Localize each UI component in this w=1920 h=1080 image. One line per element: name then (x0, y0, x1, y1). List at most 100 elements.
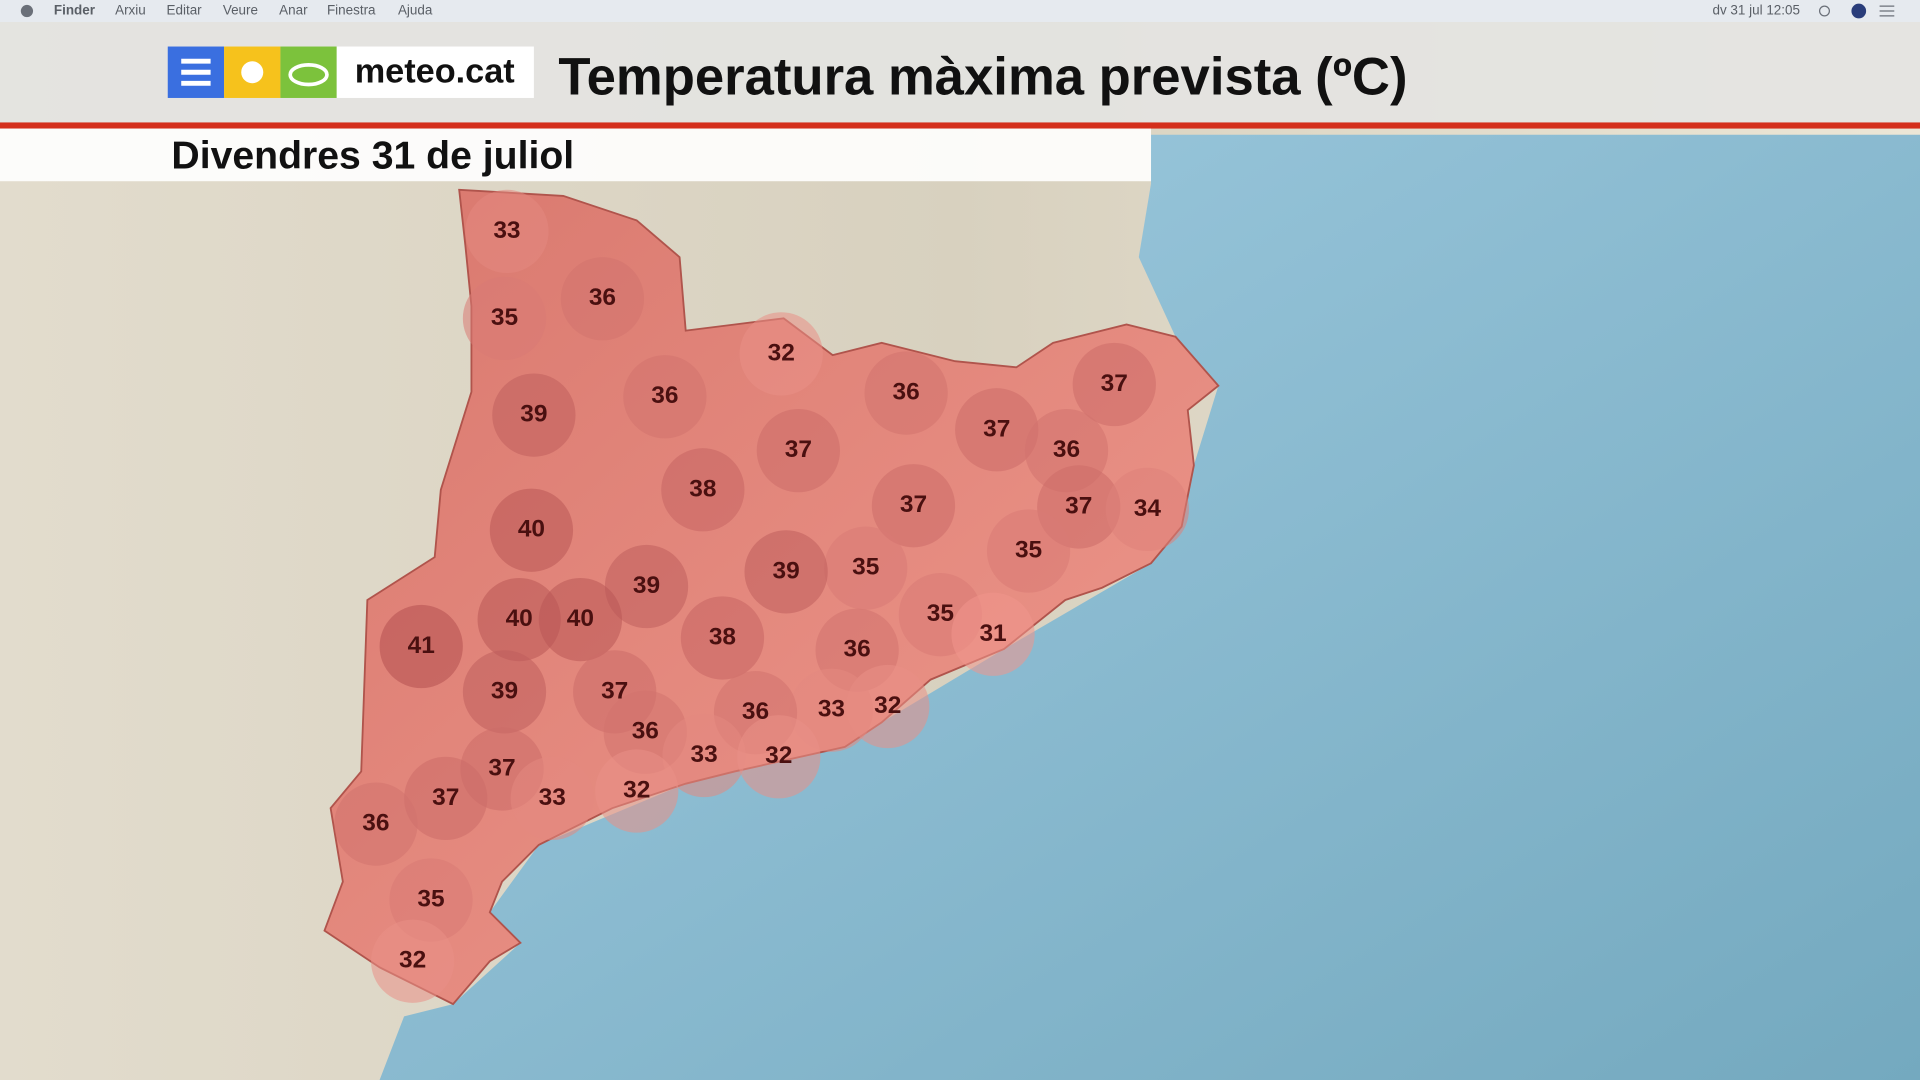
region-shade (462, 276, 547, 360)
temperature-label: 37 (983, 415, 1010, 442)
region-shade (595, 749, 679, 833)
temperature-label: 32 (874, 692, 901, 719)
temperature-label: 38 (689, 475, 716, 502)
menu-clock[interactable]: dv 31 jul 12:05 (1712, 3, 1800, 18)
region-shade (492, 373, 576, 457)
region-shade (560, 257, 645, 341)
logo-cloud (288, 63, 329, 87)
region-shade (864, 351, 948, 435)
temperature-label: 39 (773, 557, 800, 584)
temperature-label: 39 (491, 677, 518, 704)
temperature-label: 37 (785, 436, 812, 463)
region-shade (489, 488, 574, 572)
region-shade (871, 464, 956, 548)
temperature-label: 40 (567, 605, 594, 632)
temperature-label: 37 (432, 784, 459, 811)
siri-icon[interactable] (1851, 3, 1867, 19)
temperature-label: 33 (690, 741, 717, 768)
region-shade (824, 526, 908, 610)
region-shade (986, 509, 1071, 593)
temperature-label: 39 (520, 401, 547, 428)
temperature-label: 37 (900, 491, 927, 518)
region-shade (756, 408, 840, 493)
menu-item[interactable]: Veure (223, 3, 258, 18)
region-shade (1105, 467, 1189, 552)
temperature-label: 35 (417, 885, 444, 912)
region-shade (371, 919, 455, 1003)
search-icon[interactable] (1818, 5, 1831, 17)
region-shade (662, 713, 746, 798)
temperature-label: 33 (539, 784, 566, 811)
apple-icon[interactable] (20, 4, 34, 18)
region-shade (951, 592, 1035, 676)
temperature-label: 36 (651, 382, 678, 409)
temperature-label: 35 (852, 554, 879, 581)
temperature-label: 33 (818, 696, 845, 723)
temperature-label: 36 (1053, 436, 1080, 463)
region-shade (955, 388, 1039, 472)
temperature-label: 36 (362, 810, 389, 837)
temperature-label: 37 (488, 754, 515, 781)
temperature-label: 35 (491, 304, 518, 331)
temperature-label: 32 (623, 776, 650, 803)
temperature-label: 40 (506, 605, 533, 632)
title: Temperatura màxima prevista (ºC) (558, 48, 1407, 107)
logo-lines (181, 58, 211, 86)
temperature-label: 35 (927, 600, 954, 627)
region-shade (680, 596, 765, 680)
temperature-label: 36 (742, 698, 769, 725)
region-shade (744, 530, 828, 614)
region-shade (477, 577, 561, 662)
region-shade (538, 577, 623, 662)
temperature-label: 36 (844, 636, 871, 663)
menu-item[interactable]: Arxiu (115, 3, 146, 18)
temperature-label: 37 (1101, 370, 1128, 397)
temperature-label: 31 (979, 620, 1006, 647)
region-shade (739, 312, 823, 396)
menu-item[interactable]: Ajuda (398, 3, 433, 18)
region-shade (334, 782, 418, 866)
region-shade (404, 756, 488, 840)
region-shade (510, 756, 594, 840)
region-shade (737, 715, 821, 799)
temperature-label: 41 (408, 632, 435, 659)
temperature-label: 36 (893, 379, 920, 406)
temperature-label: 35 (1015, 536, 1042, 563)
temperature-label: 32 (399, 947, 426, 974)
logo-text: meteo.cat (355, 53, 515, 91)
header-rule (0, 122, 1920, 129)
sea (379, 134, 1920, 1080)
temperature-label: 40 (518, 516, 545, 543)
date-band (0, 128, 1152, 182)
date: Divendres 31 de juliol (171, 134, 574, 177)
temperature-label: 36 (632, 718, 659, 745)
temperature-label: 32 (768, 339, 795, 366)
region-shade (604, 544, 689, 629)
temperature-label: 38 (709, 623, 736, 650)
notifications-icon[interactable] (1879, 5, 1895, 17)
region-shade (1072, 342, 1156, 427)
temperature-label: 34 (1134, 495, 1162, 522)
menu-items: Arxiu Editar Veure Anar Finestra Ajuda (115, 3, 433, 18)
menu-item[interactable]: Editar (167, 3, 203, 18)
temperature-label: 39 (633, 572, 660, 599)
logo-box (336, 46, 534, 98)
menu-item[interactable]: Finestra (327, 3, 376, 18)
temperature-label: 33 (493, 217, 520, 244)
region-shade (623, 355, 707, 439)
logo-sun (241, 61, 264, 84)
region-shade (465, 189, 549, 274)
temperature-label: 36 (589, 284, 616, 311)
menu-app[interactable]: Finder (54, 3, 96, 18)
region-shade (379, 604, 463, 689)
temperature-label: 37 (1065, 492, 1092, 519)
region-shade (462, 650, 547, 734)
menu-item[interactable]: Anar (279, 3, 308, 18)
region-shade (661, 448, 745, 532)
temperature-label: 37 (601, 677, 628, 704)
temperature-label: 32 (765, 742, 792, 769)
menu-bar (0, 0, 1920, 23)
